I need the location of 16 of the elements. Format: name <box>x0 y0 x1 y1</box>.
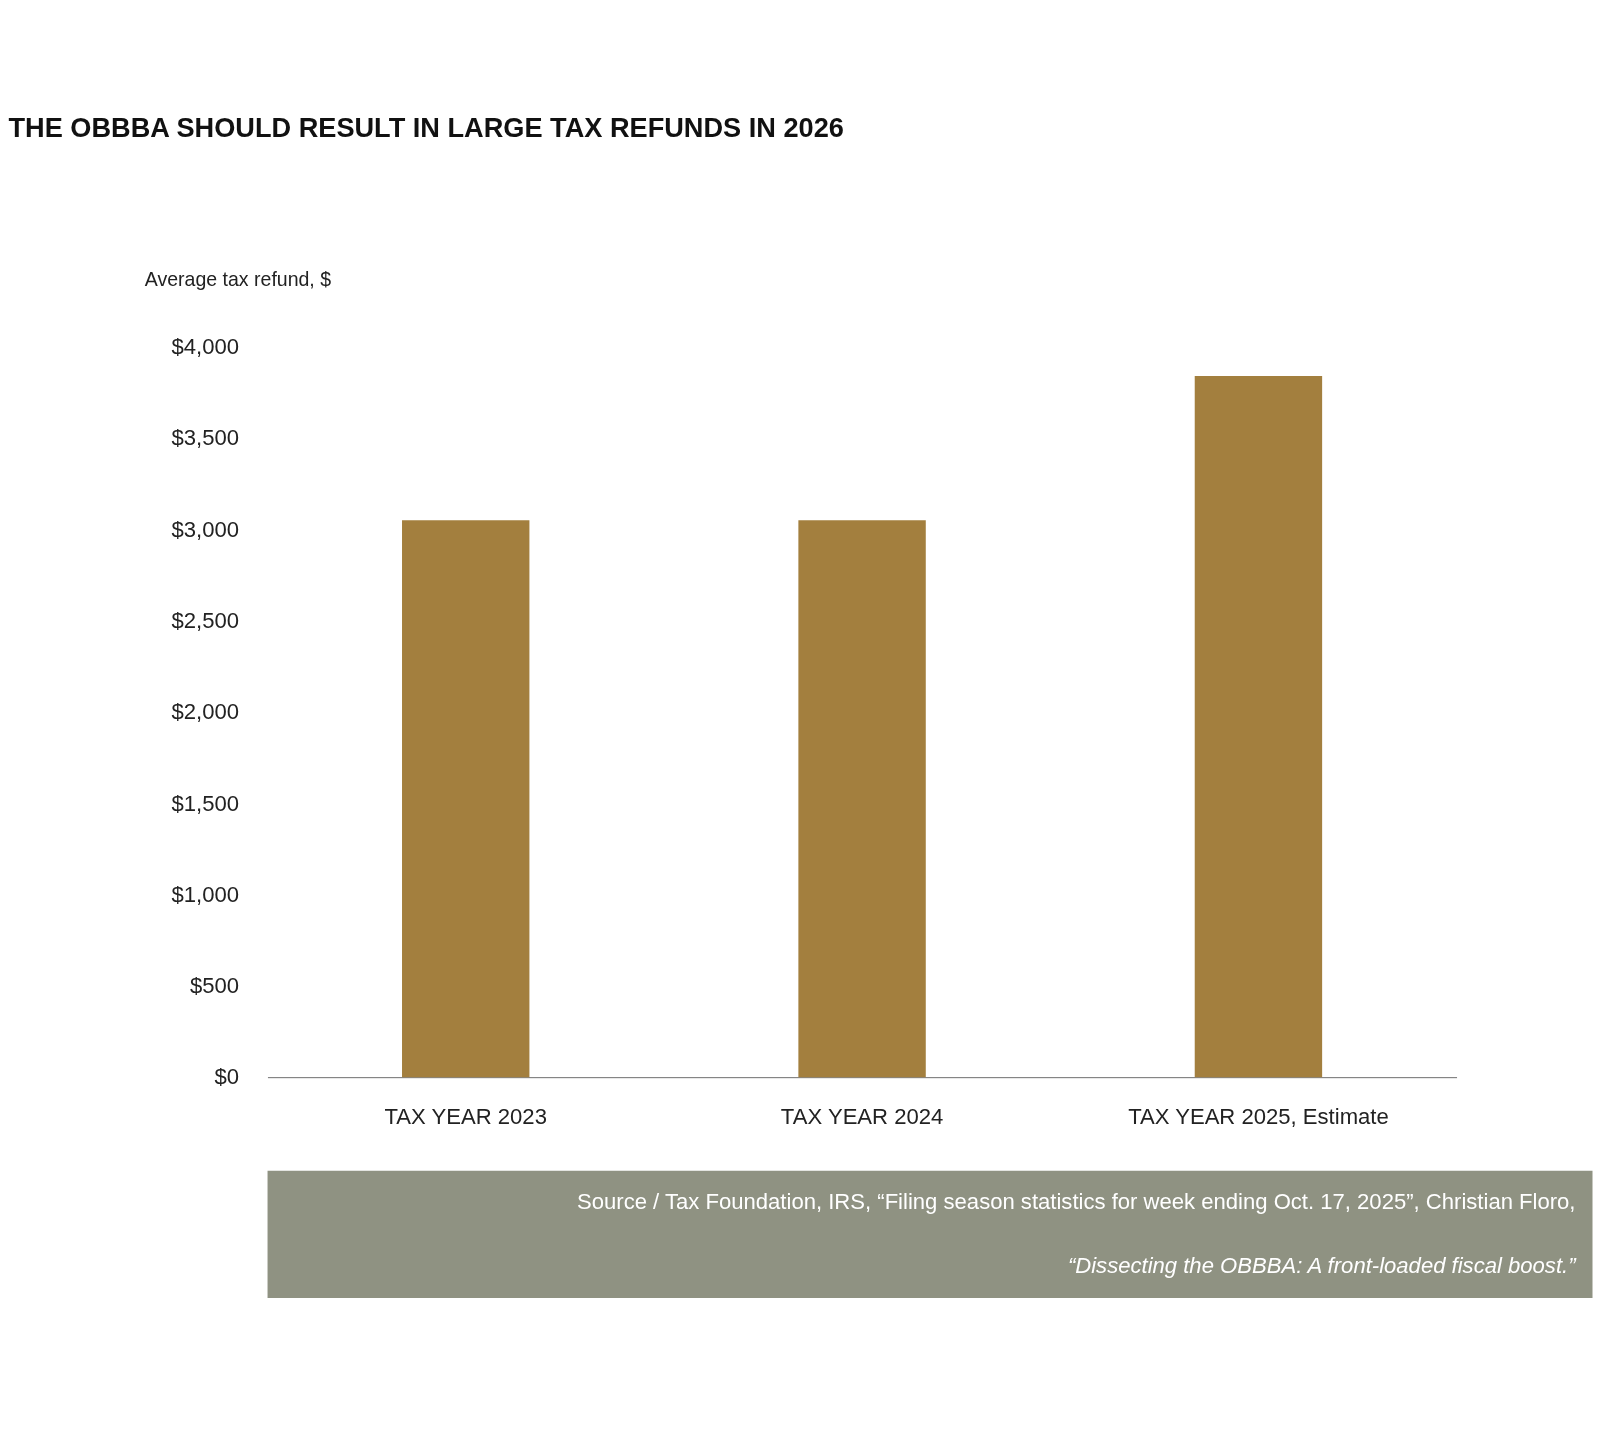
y-tick-label: $3,500 <box>171 425 240 451</box>
x-tick-label: TAX YEAR 2024 <box>780 1104 944 1130</box>
text: “Dissecting the OBBBA: A front-loaded fiscal boost.” <box>1067 1253 1578 1279</box>
chart-title: THE OBBBA SHOULD RESULT IN LARGE TAX REFUNDS IN 2026 <box>8 112 844 144</box>
y-tick-label: $3,000 <box>171 516 240 542</box>
y-tick-label: $2,500 <box>171 607 240 633</box>
y-tick-label: $500 <box>189 973 240 999</box>
x-tick-label: TAX YEAR 2023 <box>384 1104 547 1130</box>
y-tick-label: $1,500 <box>171 790 240 816</box>
y-tick-label: $4,000 <box>171 334 240 360</box>
x-tick-label: TAX YEAR 2025, Estimate <box>1128 1104 1389 1130</box>
y-tick-label: $2,000 <box>171 699 240 725</box>
y-tick-label: $1,000 <box>171 881 240 907</box>
y-axis-title: Average tax refund, $ <box>144 268 332 291</box>
source-note: Source / Tax Foundation, IRS, “Filing season statistics for week ending Oct. 17, 2025”, Christian Floro, <box>577 1189 1576 1215</box>
y-tick-label: $0 <box>214 1064 240 1090</box>
